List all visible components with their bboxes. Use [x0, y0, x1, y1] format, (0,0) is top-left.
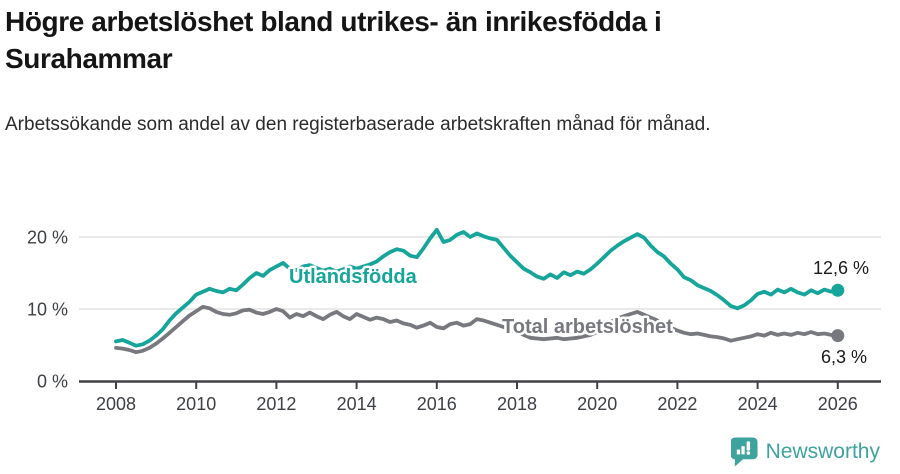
chart-title: Högre arbetslöshet bland utrikes- än inr…	[5, 6, 662, 74]
chart-subtitle: Arbetssökande som andel av den registerb…	[5, 114, 711, 135]
x-axis-label-2022: 2022	[657, 394, 697, 414]
unemployment-line-chart: 0 % 10 % 20 % 2008 2010 2012 2014 2016 2018 2020 2…	[27, 227, 881, 414]
series-end-dot-1	[831, 329, 845, 343]
series-name-label-0: Utlandsfödda	[289, 266, 418, 288]
x-axis-label-2012: 2012	[256, 394, 296, 414]
x-axis-label-2010: 2010	[176, 394, 216, 414]
series-name-label-1: Total arbetslöshet	[502, 316, 673, 338]
newsworthy-logo-text: Newsworthy	[765, 440, 880, 463]
newsworthy-logo: Newsworthy	[730, 437, 880, 467]
x-axis-label-2014: 2014	[337, 394, 377, 414]
logo-bar-medium	[741, 446, 745, 455]
x-axis-label-2018: 2018	[497, 394, 537, 414]
x-axis-label-2020: 2020	[577, 394, 617, 414]
x-axis-label-2026: 2026	[818, 394, 858, 414]
newsworthy-logo-icon	[730, 437, 758, 467]
y-axis-label-20: 20 %	[27, 228, 68, 248]
logo-exclamation-bar	[746, 441, 750, 451]
logo-bar-small	[736, 449, 740, 455]
x-axis-label-2016: 2016	[417, 394, 457, 414]
series-line-0	[114, 227, 840, 348]
x-axis-label-2024: 2024	[738, 394, 778, 414]
series-end-value-label-1: 6,3 %	[821, 347, 867, 367]
series-line-1	[114, 304, 840, 355]
x-axis-label-2008: 2008	[96, 394, 136, 414]
y-axis-label-0: 0 %	[37, 372, 68, 392]
y-axis-label-10: 10 %	[27, 300, 68, 320]
series-end-dot-0	[831, 283, 845, 297]
series-end-value-label-0: 12,6 %	[813, 258, 869, 278]
logo-exclamation-dot	[746, 451, 750, 455]
